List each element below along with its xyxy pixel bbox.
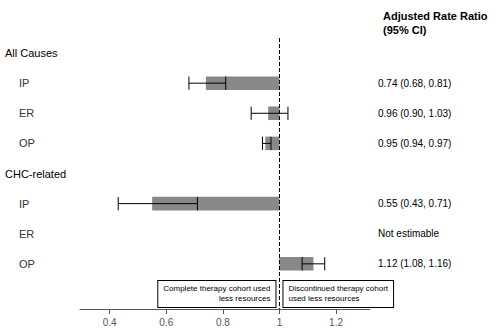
svg-text:0.6: 0.6	[159, 317, 173, 328]
svg-text:ER: ER	[19, 228, 34, 240]
svg-text:0.95 (0.94, 0.97): 0.95 (0.94, 0.97)	[378, 138, 451, 149]
svg-text:OP: OP	[19, 258, 35, 270]
svg-text:CHC-related: CHC-related	[5, 168, 66, 180]
svg-text:0.74 (0.68, 0.81): 0.74 (0.68, 0.81)	[378, 78, 451, 89]
svg-text:Not estimable: Not estimable	[378, 228, 440, 239]
svg-text:Adjusted Rate Ratio: Adjusted Rate Ratio	[383, 10, 488, 22]
svg-text:0.8: 0.8	[216, 317, 230, 328]
svg-text:0.96 (0.90, 1.03): 0.96 (0.90, 1.03)	[378, 108, 451, 119]
svg-text:All Causes: All Causes	[5, 47, 58, 59]
svg-text:OP: OP	[19, 137, 35, 149]
svg-text:1.2: 1.2	[329, 317, 343, 328]
svg-text:1: 1	[277, 317, 283, 328]
svg-text:Discontinued therapy cohort: Discontinued therapy cohort	[288, 284, 388, 293]
svg-text:1.12 (1.08, 1.16): 1.12 (1.08, 1.16)	[378, 258, 451, 269]
svg-text:0.55 (0.43, 0.71): 0.55 (0.43, 0.71)	[378, 198, 451, 209]
svg-text:0.4: 0.4	[103, 317, 117, 328]
svg-text:used less resources: used less resources	[288, 294, 359, 303]
svg-text:Complete therapy cohort used: Complete therapy cohort used	[163, 284, 270, 293]
svg-text:less resources: less resources	[219, 294, 271, 303]
svg-text:(95% CI): (95% CI)	[383, 24, 427, 36]
svg-text:ER: ER	[19, 107, 34, 119]
svg-text:IP: IP	[19, 77, 29, 89]
svg-text:IP: IP	[19, 198, 29, 210]
